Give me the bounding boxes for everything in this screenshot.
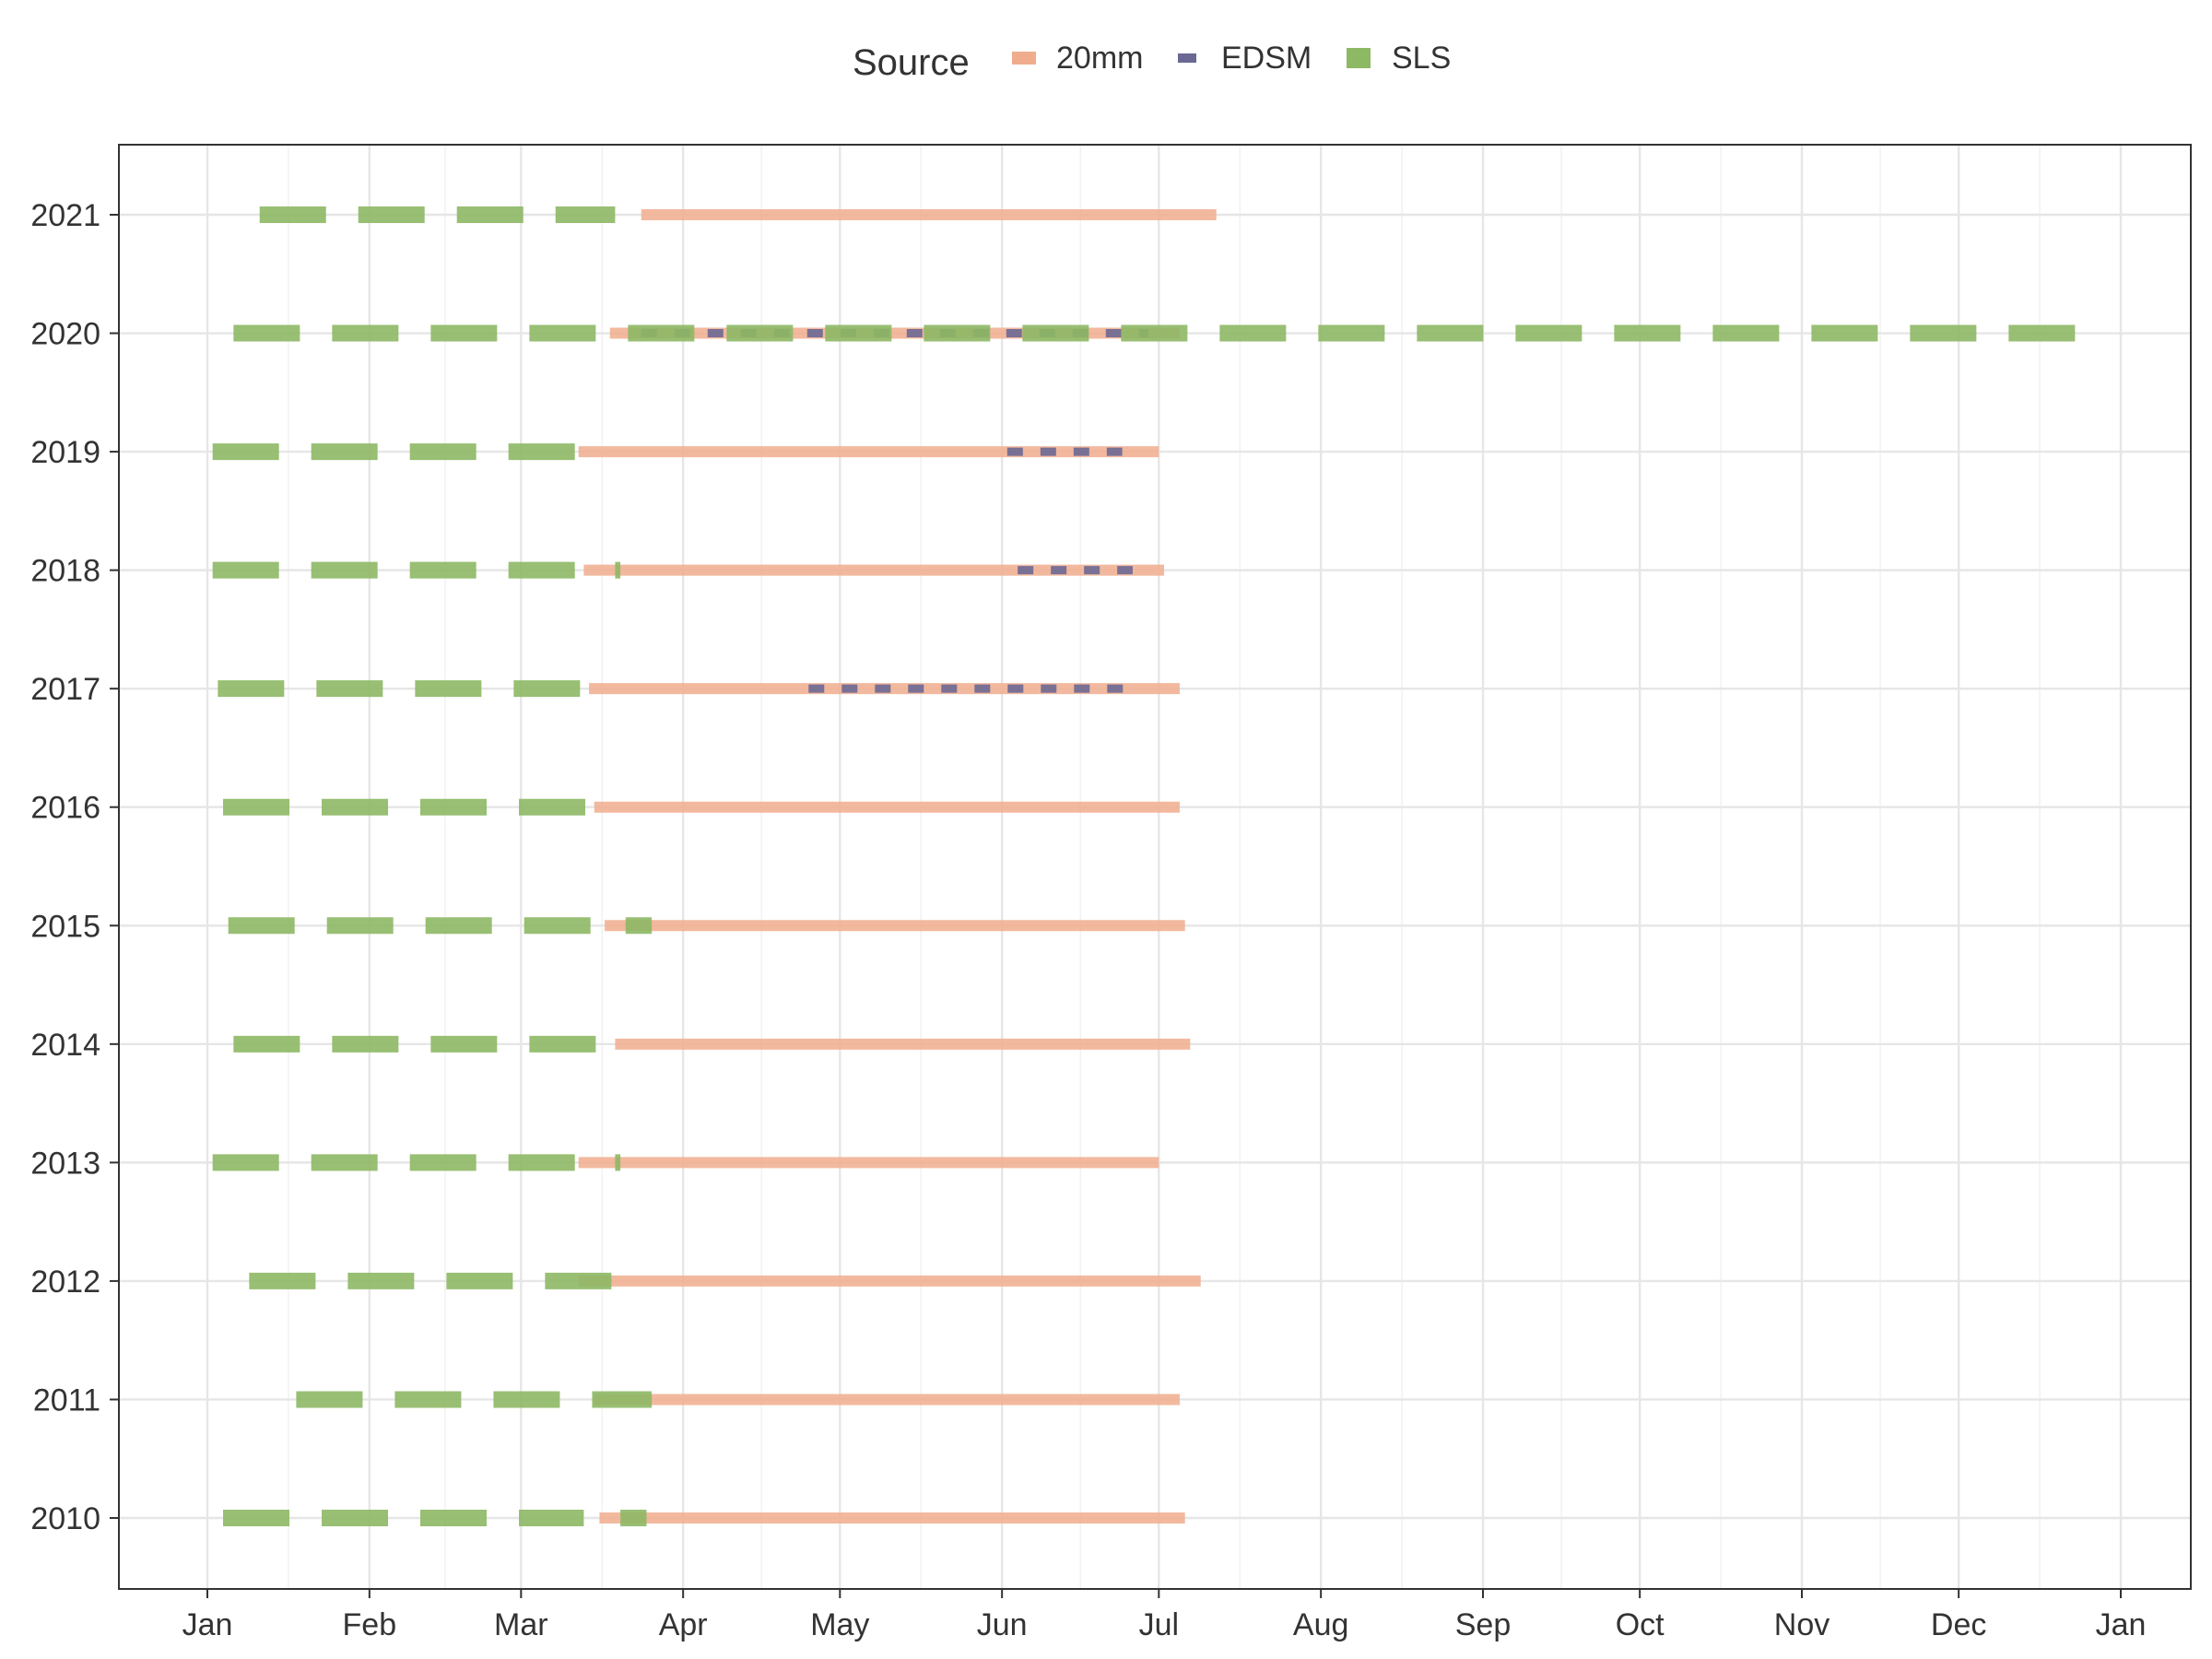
x-tick-label: Jun: [977, 1607, 1028, 1642]
y-tick-label: 2017: [30, 672, 100, 707]
y-tick-label: 2016: [30, 791, 100, 826]
x-tick-label: Sep: [1455, 1607, 1512, 1642]
x-tick-label: May: [810, 1607, 869, 1642]
panel-background: [119, 145, 2191, 1589]
legend-item-sls: SLS: [1347, 41, 1451, 76]
legend-label-20mm: 20mm: [1056, 41, 1143, 76]
y-tick-label: 2011: [33, 1382, 100, 1418]
y-tick-label: 2019: [30, 435, 100, 470]
x-axis: Jan Feb Mar Apr May Jun Jul Aug Sep Oct Nov Dec Jan: [182, 1589, 2147, 1642]
y-tick-label: 2018: [30, 554, 100, 589]
y-tick-label: 2020: [30, 317, 100, 352]
x-tick-label: Jul: [1139, 1607, 1179, 1642]
x-tick-label: Jan: [2096, 1607, 2147, 1642]
y-tick-label: 2013: [30, 1146, 100, 1181]
plot-panel: [118, 144, 2192, 1590]
x-tick-label: Nov: [1774, 1607, 1830, 1642]
x-tick-label: Apr: [659, 1607, 708, 1642]
legend-item-edsm: EDSM: [1178, 41, 1312, 76]
y-axis: 2021 2020 2019 2018 2017 2016 2015 2014 2013 2012…: [30, 198, 119, 1536]
legend-key-sls: [1347, 48, 1371, 68]
legend-label-edsm: EDSM: [1221, 41, 1312, 76]
legend-label-sls: SLS: [1392, 41, 1451, 76]
y-tick-label: 2014: [30, 1028, 100, 1063]
legend-title: Source: [853, 42, 970, 83]
x-tick-label: Mar: [494, 1607, 548, 1642]
y-tick-label: 2012: [30, 1265, 100, 1300]
panel-border: [118, 144, 2192, 1590]
legend-item-20mm: 20mm: [1012, 41, 1143, 76]
x-tick-label: Oct: [1616, 1607, 1665, 1642]
x-tick-label: Aug: [1293, 1607, 1349, 1642]
series-layer: [212, 206, 2079, 1526]
legend: Source 20mm EDSM SLS: [853, 41, 1451, 83]
x-tick-label: Dec: [1931, 1607, 1986, 1642]
y-tick-label: 2021: [30, 198, 100, 233]
legend-key-edsm: [1178, 53, 1196, 63]
legend-key-20mm: [1012, 52, 1036, 65]
x-tick-label: Jan: [182, 1607, 233, 1642]
x-tick-label: Feb: [343, 1607, 397, 1642]
y-tick-label: 2015: [30, 909, 100, 944]
y-tick-label: 2010: [30, 1501, 100, 1536]
